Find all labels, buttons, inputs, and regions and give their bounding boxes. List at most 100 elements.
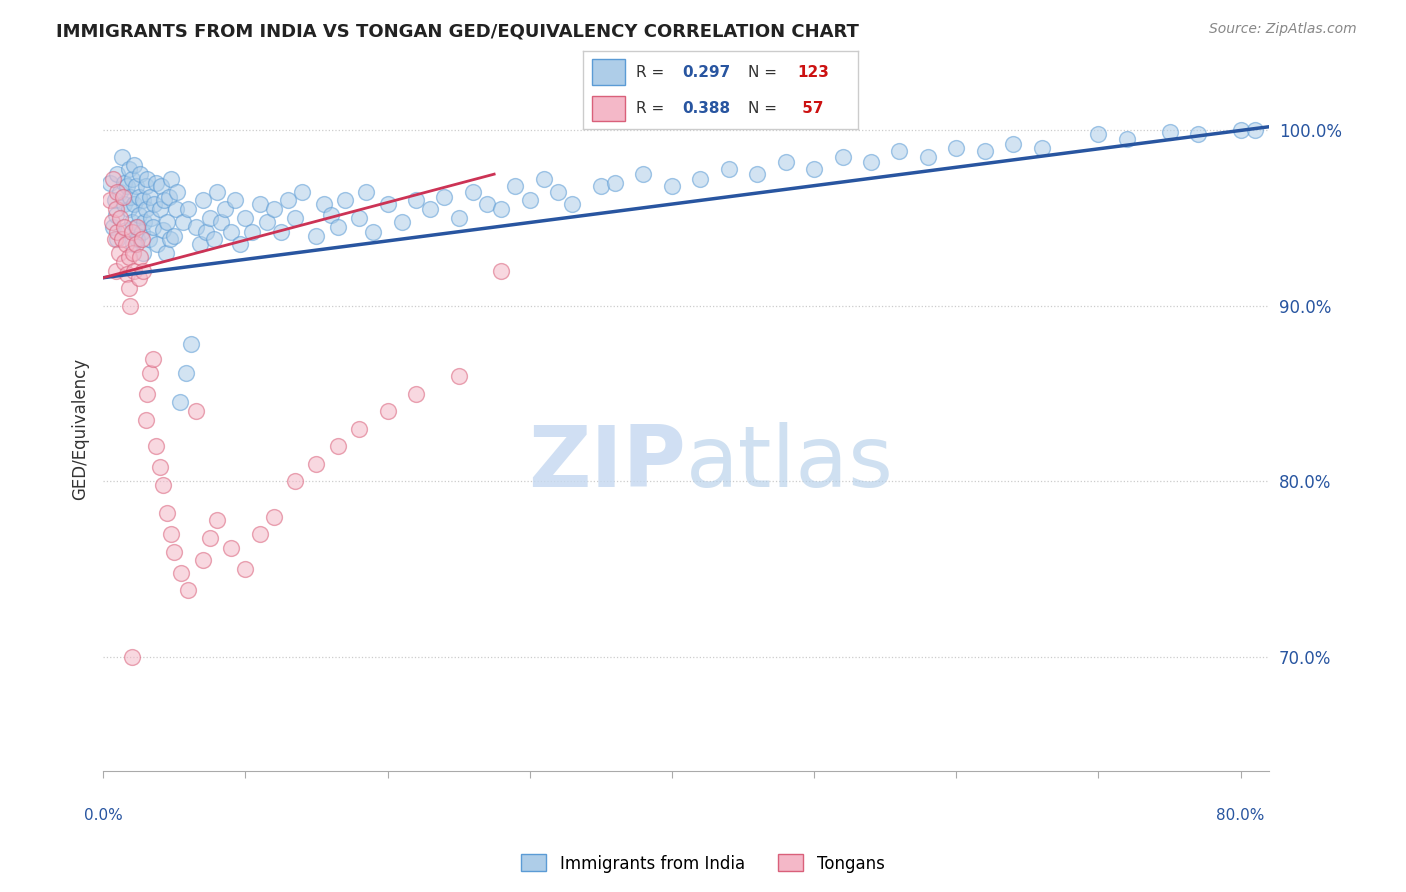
Point xyxy=(120,190,142,204)
Point xyxy=(136,386,159,401)
Point xyxy=(277,194,299,208)
Point xyxy=(291,185,314,199)
Point xyxy=(180,337,202,351)
Point xyxy=(165,202,187,217)
Point xyxy=(160,527,183,541)
Point xyxy=(125,179,148,194)
Point xyxy=(105,225,128,239)
Point xyxy=(135,413,157,427)
Point xyxy=(160,172,183,186)
Text: N =: N = xyxy=(748,101,782,116)
Point xyxy=(242,225,264,239)
Point xyxy=(163,544,186,558)
Point xyxy=(132,194,155,208)
Point xyxy=(184,404,207,418)
Point xyxy=(249,527,271,541)
Text: R =: R = xyxy=(636,64,669,79)
Point xyxy=(125,219,148,234)
Point xyxy=(347,211,370,225)
Point xyxy=(1187,127,1209,141)
Point xyxy=(405,194,427,208)
Point xyxy=(803,161,825,176)
Point xyxy=(326,219,349,234)
Point xyxy=(120,299,142,313)
Point xyxy=(131,225,153,239)
Point xyxy=(391,214,413,228)
Point xyxy=(859,154,882,169)
Point xyxy=(132,264,155,278)
Point xyxy=(491,202,513,217)
Point xyxy=(104,208,127,222)
Point xyxy=(122,237,145,252)
Point xyxy=(135,179,157,194)
Point xyxy=(141,211,163,225)
Point xyxy=(101,172,124,186)
Point xyxy=(163,228,186,243)
Point xyxy=(973,145,995,159)
Point xyxy=(135,202,157,217)
Point xyxy=(491,264,513,278)
Point xyxy=(633,167,655,181)
Point xyxy=(138,232,160,246)
Text: 0.388: 0.388 xyxy=(682,101,730,116)
Point xyxy=(100,214,122,228)
Point xyxy=(159,232,181,246)
Point xyxy=(533,172,555,186)
Point xyxy=(170,566,193,580)
Point xyxy=(447,369,470,384)
Point xyxy=(191,194,214,208)
Point xyxy=(263,202,285,217)
Point xyxy=(139,190,162,204)
Point xyxy=(519,194,541,208)
Point xyxy=(205,185,228,199)
Point xyxy=(419,202,441,217)
Point xyxy=(134,214,156,228)
Point xyxy=(117,179,139,194)
Point xyxy=(121,650,143,665)
Point xyxy=(194,225,217,239)
Point xyxy=(198,531,221,545)
Point xyxy=(256,214,278,228)
Point xyxy=(284,211,307,225)
Point xyxy=(205,513,228,527)
Text: Source: ZipAtlas.com: Source: ZipAtlas.com xyxy=(1209,22,1357,37)
Point xyxy=(152,223,174,237)
Point xyxy=(831,150,853,164)
Point xyxy=(121,214,143,228)
Point xyxy=(153,194,176,208)
Point xyxy=(146,237,169,252)
Point xyxy=(108,211,131,225)
Point xyxy=(433,190,456,204)
Point xyxy=(118,161,141,176)
FancyBboxPatch shape xyxy=(592,95,624,121)
Point xyxy=(139,366,162,380)
Point xyxy=(354,185,377,199)
Point xyxy=(98,194,121,208)
Point xyxy=(118,250,141,264)
Point xyxy=(98,176,121,190)
Point xyxy=(172,214,194,228)
Point xyxy=(117,267,139,281)
Point xyxy=(149,460,172,475)
Text: 0.297: 0.297 xyxy=(682,64,731,79)
Point xyxy=(249,197,271,211)
Point xyxy=(312,197,335,211)
Text: IMMIGRANTS FROM INDIA VS TONGAN GED/EQUIVALENCY CORRELATION CHART: IMMIGRANTS FROM INDIA VS TONGAN GED/EQUI… xyxy=(56,22,859,40)
Point xyxy=(104,264,127,278)
Point xyxy=(219,225,242,239)
Point xyxy=(405,386,427,401)
Point xyxy=(377,197,399,211)
Point xyxy=(145,439,167,453)
Text: ZIP: ZIP xyxy=(529,422,686,505)
Point xyxy=(889,145,911,159)
Text: 57: 57 xyxy=(797,101,824,116)
Point xyxy=(157,190,180,204)
Point xyxy=(775,154,797,169)
Point xyxy=(319,208,342,222)
Point xyxy=(110,150,132,164)
Point xyxy=(142,219,165,234)
Point xyxy=(202,232,225,246)
Point xyxy=(142,351,165,366)
Point xyxy=(110,232,132,246)
Point xyxy=(717,161,740,176)
